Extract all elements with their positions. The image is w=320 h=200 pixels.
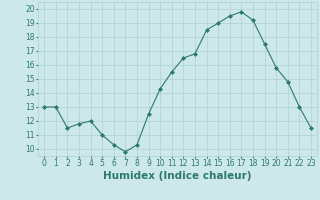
- X-axis label: Humidex (Indice chaleur): Humidex (Indice chaleur): [103, 171, 252, 181]
